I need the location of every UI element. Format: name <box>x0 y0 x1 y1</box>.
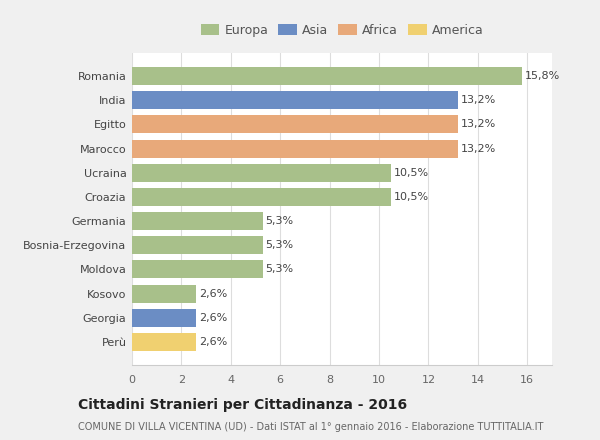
Bar <box>132 188 391 206</box>
Bar <box>132 309 196 327</box>
Text: 13,2%: 13,2% <box>461 95 496 105</box>
Text: 13,2%: 13,2% <box>461 143 496 154</box>
Text: 10,5%: 10,5% <box>394 168 429 178</box>
Text: 5,3%: 5,3% <box>265 240 293 250</box>
Text: COMUNE DI VILLA VICENTINA (UD) - Dati ISTAT al 1° gennaio 2016 - Elaborazione TU: COMUNE DI VILLA VICENTINA (UD) - Dati IS… <box>78 422 544 432</box>
Text: 2,6%: 2,6% <box>199 313 227 323</box>
Bar <box>132 333 196 351</box>
Bar <box>132 260 263 279</box>
Legend: Europa, Asia, Africa, America: Europa, Asia, Africa, America <box>198 22 486 40</box>
Bar <box>132 212 263 230</box>
Bar <box>132 285 196 303</box>
Text: 10,5%: 10,5% <box>394 192 429 202</box>
Text: 2,6%: 2,6% <box>199 337 227 347</box>
Bar <box>132 164 391 182</box>
Text: 13,2%: 13,2% <box>461 119 496 129</box>
Text: 15,8%: 15,8% <box>525 71 560 81</box>
Bar <box>132 91 458 109</box>
Bar <box>132 115 458 133</box>
Bar <box>132 139 458 158</box>
Bar <box>132 236 263 254</box>
Text: 5,3%: 5,3% <box>265 264 293 275</box>
Text: Cittadini Stranieri per Cittadinanza - 2016: Cittadini Stranieri per Cittadinanza - 2… <box>78 398 407 412</box>
Text: 2,6%: 2,6% <box>199 289 227 299</box>
Text: 5,3%: 5,3% <box>265 216 293 226</box>
Bar <box>132 67 523 85</box>
